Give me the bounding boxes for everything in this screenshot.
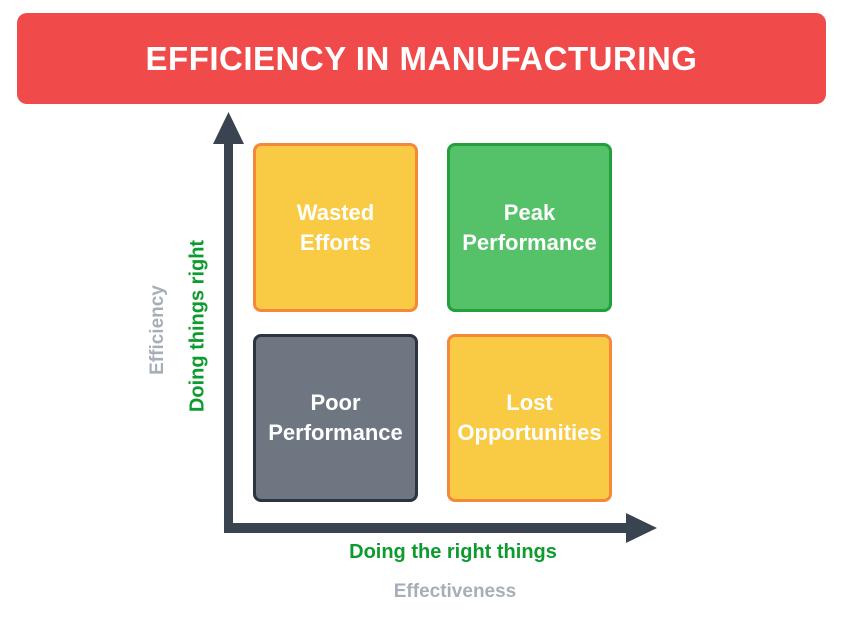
quadrant-label: Peak Performance [462,199,597,255]
page-title: EFFICIENCY IN MANUFACTURING [145,39,698,77]
quadrant-lost-opportunities: Lost Opportunities [447,334,612,502]
quadrant-poor-performance: Poor Performance [253,334,418,502]
axis-label-doing-things-right: Doing things right [186,239,209,413]
x-axis-arrow-icon [626,513,657,543]
x-axis-line [224,523,628,533]
quadrant-label: Wasted Efforts [296,199,375,255]
axis-label-efficiency: Efficiency [147,285,168,375]
y-axis-line [224,138,233,533]
axis-label-doing-the-right-things: Doing the right things [349,541,557,563]
quadrant-label: Lost Opportunities [457,390,602,445]
quadrant-peak-performance: Peak Performance [447,143,612,312]
header-banner: EFFICIENCY IN MANUFACTURING [17,13,826,104]
axis-label-effectiveness: Effectiveness [393,581,517,602]
quadrant-label: Poor Performance [268,390,403,445]
quadrant-wasted-efforts: Wasted Efforts [253,143,418,312]
